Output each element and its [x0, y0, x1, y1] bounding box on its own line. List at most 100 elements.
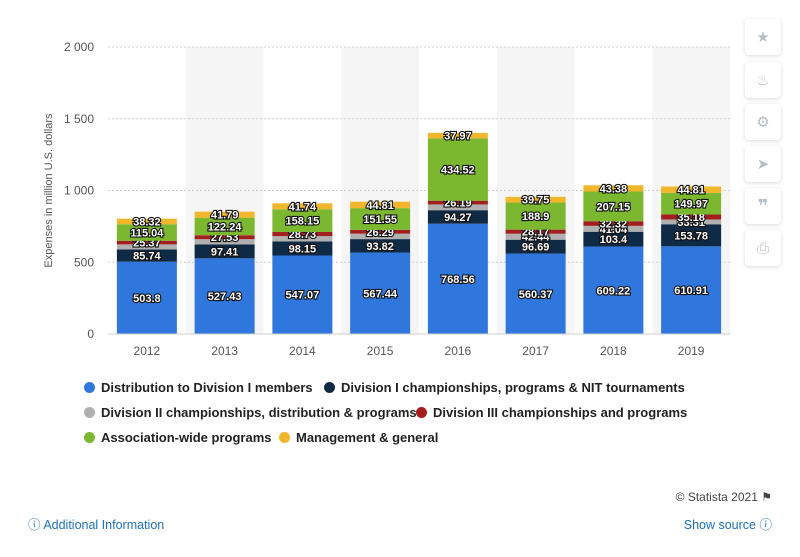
- legend-item[interactable]: Association-wide programs: [84, 430, 271, 445]
- bar-segment[interactable]: [272, 203, 333, 210]
- data-label: 42.44: [522, 232, 550, 244]
- bar-segment[interactable]: [505, 253, 566, 334]
- bell-icon: ♨: [756, 72, 770, 89]
- bar-segment[interactable]: [583, 246, 644, 334]
- bar-segment[interactable]: [583, 231, 644, 247]
- data-label: 97.41: [211, 246, 239, 258]
- show-source-link[interactable]: Show source ⓘ: [684, 514, 772, 533]
- legend-item[interactable]: Division III championships and programs: [416, 405, 687, 420]
- bar-segment[interactable]: [350, 239, 411, 253]
- bar-segment[interactable]: [583, 191, 644, 222]
- bar-segment[interactable]: [116, 244, 177, 250]
- bar-segment[interactable]: [194, 244, 255, 259]
- bar-segment[interactable]: [194, 239, 255, 245]
- bar-segment[interactable]: [116, 240, 177, 245]
- flag-icon: ⚑: [761, 490, 772, 504]
- bar-segment[interactable]: [505, 196, 566, 203]
- bar-segment[interactable]: [350, 208, 411, 230]
- legend-label: Division III championships and programs: [433, 405, 688, 420]
- bar-segment[interactable]: [194, 217, 255, 236]
- cite-button[interactable]: ❞: [745, 188, 781, 224]
- x-tick-label: 2015: [367, 344, 394, 358]
- bar-segment[interactable]: [661, 246, 722, 334]
- data-label: 503.8: [133, 293, 161, 305]
- gear-icon: ⚙: [756, 114, 770, 131]
- bar-segment[interactable]: [661, 186, 722, 193]
- print-button[interactable]: ⎙: [745, 230, 781, 266]
- settings-button[interactable]: ⚙: [745, 104, 781, 140]
- bar-segment[interactable]: [661, 224, 722, 247]
- bar-segment[interactable]: [194, 258, 255, 334]
- legend-swatch: [84, 407, 95, 418]
- x-tick-label: 2013: [211, 344, 238, 358]
- additional-info-link[interactable]: ⓘ Additional Information: [28, 514, 164, 533]
- notification-button[interactable]: ♨: [745, 62, 781, 98]
- x-tick-label: 2019: [678, 344, 705, 358]
- bar-segment[interactable]: [350, 201, 411, 209]
- legend-item[interactable]: Division I championships, programs & NIT…: [324, 380, 685, 395]
- bar-segment[interactable]: [350, 252, 411, 334]
- print-icon: ⎙: [756, 239, 769, 257]
- bar-segment[interactable]: [194, 235, 255, 240]
- legend-label: Distribution to Division I members: [101, 380, 313, 395]
- data-label: 115.04: [130, 227, 164, 239]
- bar-segment[interactable]: [350, 233, 411, 240]
- bar-segment[interactable]: [116, 261, 177, 334]
- y-tick-label: 2 000: [64, 40, 94, 54]
- bar-segment[interactable]: [505, 233, 566, 240]
- bar-segment[interactable]: [661, 219, 722, 225]
- x-tick-label: 2018: [600, 344, 627, 358]
- bar-segment[interactable]: [272, 209, 333, 232]
- data-label: 96.69: [522, 242, 550, 254]
- bar-segment[interactable]: [194, 211, 255, 218]
- y-tick-label: 1 500: [64, 112, 94, 126]
- x-tick-label: 2012: [134, 344, 161, 358]
- x-tick-label: 2014: [289, 344, 316, 358]
- bar-segment[interactable]: [427, 200, 488, 205]
- bar-segment[interactable]: [661, 192, 722, 215]
- data-label: 44.81: [677, 185, 705, 197]
- bar-segment[interactable]: [272, 236, 333, 242]
- bar-segment[interactable]: [505, 229, 566, 234]
- bar-segment[interactable]: [583, 225, 644, 232]
- bar-segment[interactable]: [427, 132, 488, 139]
- data-label: 122.24: [208, 221, 243, 233]
- data-label: 434.52: [441, 165, 475, 177]
- bar-segment[interactable]: [272, 255, 333, 334]
- favorite-button[interactable]: ★: [745, 19, 781, 55]
- data-label: 768.56: [441, 274, 475, 286]
- bar-segment[interactable]: [272, 231, 333, 237]
- data-label: 93.82: [366, 241, 394, 253]
- bar-segment[interactable]: [116, 218, 177, 225]
- legend-item[interactable]: Division II championships, distribution …: [84, 405, 417, 420]
- bar-segment[interactable]: [661, 214, 722, 220]
- bar-segment[interactable]: [272, 241, 333, 256]
- bar-segment[interactable]: [505, 202, 566, 230]
- data-label: 158.15: [286, 216, 320, 228]
- bar-segment[interactable]: [116, 224, 177, 241]
- legend-swatch: [84, 382, 95, 393]
- bar-segment[interactable]: [583, 221, 644, 226]
- bar-segment[interactable]: [116, 249, 177, 262]
- bar-segment[interactable]: [427, 210, 488, 224]
- bar-segment[interactable]: [427, 138, 488, 201]
- legend-item[interactable]: Distribution to Division I members: [84, 380, 313, 395]
- data-label: 527.43: [208, 291, 242, 303]
- legend-label: Division II championships, distribution …: [101, 405, 417, 420]
- bar-segment[interactable]: [427, 223, 488, 334]
- legend-swatch: [84, 432, 95, 443]
- data-label: 37.97: [444, 131, 472, 143]
- bar-segment[interactable]: [427, 204, 488, 211]
- bar-segment[interactable]: [583, 185, 644, 192]
- legend-label: Association-wide programs: [101, 430, 272, 445]
- bar-segment[interactable]: [350, 229, 411, 234]
- bar-segment[interactable]: [505, 239, 566, 254]
- legend-item[interactable]: Management & general: [279, 430, 438, 445]
- share-button[interactable]: ➤: [745, 146, 781, 182]
- data-label: 149.97: [674, 199, 708, 211]
- data-label: 151.55: [363, 214, 397, 226]
- data-label: 609.22: [597, 285, 631, 297]
- x-tick-label: 2016: [445, 344, 472, 358]
- share-icon: ➤: [756, 156, 770, 173]
